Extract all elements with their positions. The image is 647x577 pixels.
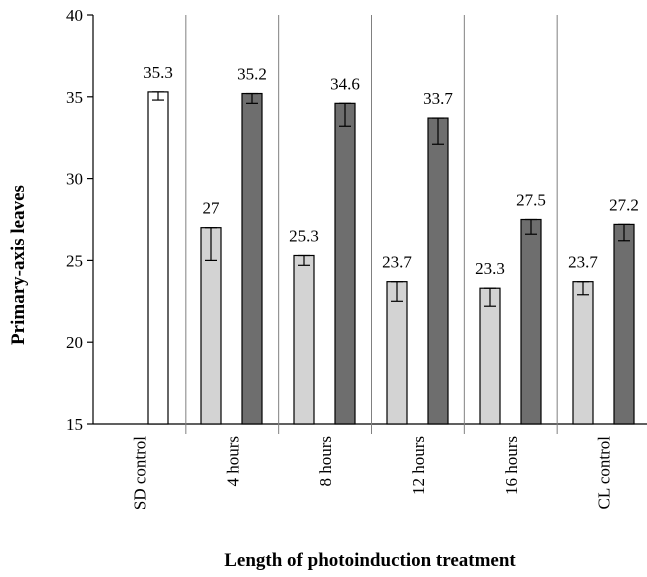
x-axis-title: Length of photoinduction treatment xyxy=(224,550,516,571)
y-tick-label: 35 xyxy=(66,88,83,107)
bar xyxy=(572,281,594,425)
plot-area: 15 20 25 30 35 40 SD control 4 hours 8 hours 12 h… xyxy=(66,6,647,510)
x-tick-label: 4 hours xyxy=(223,436,242,487)
x-tick-label: 12 hours xyxy=(409,436,428,495)
x-tick-label: CL control xyxy=(595,436,614,510)
bar xyxy=(613,223,635,425)
bar xyxy=(427,117,449,425)
data-label: 27.5 xyxy=(516,191,546,210)
x-tick-label: 8 hours xyxy=(316,436,335,487)
x-tick-label: SD control xyxy=(130,436,149,510)
bar xyxy=(334,102,356,425)
bar xyxy=(241,92,263,425)
bar xyxy=(293,254,315,425)
data-label: 27.2 xyxy=(609,195,639,214)
y-tick-label: 40 xyxy=(66,6,83,25)
data-label: 27 xyxy=(203,199,221,218)
bar xyxy=(520,218,542,425)
data-label: 35.3 xyxy=(143,63,173,82)
data-label: 23.7 xyxy=(568,253,598,272)
y-axis-title: Primary-axis leaves xyxy=(8,185,29,345)
data-label: 23.3 xyxy=(475,259,505,278)
bar xyxy=(479,287,501,425)
bar xyxy=(147,91,169,425)
x-tick-label: 16 hours xyxy=(502,436,521,495)
data-label: 34.6 xyxy=(330,74,360,93)
data-label: 35.2 xyxy=(237,65,267,84)
y-tick-label: 20 xyxy=(66,333,83,352)
y-tick-label: 25 xyxy=(66,251,83,270)
bar xyxy=(386,281,408,425)
y-tick-label: 30 xyxy=(66,170,83,189)
data-label: 25.3 xyxy=(289,226,319,245)
y-tick-label: 15 xyxy=(66,415,83,434)
data-label: 23.7 xyxy=(382,253,412,272)
data-label: 33.7 xyxy=(423,89,453,108)
